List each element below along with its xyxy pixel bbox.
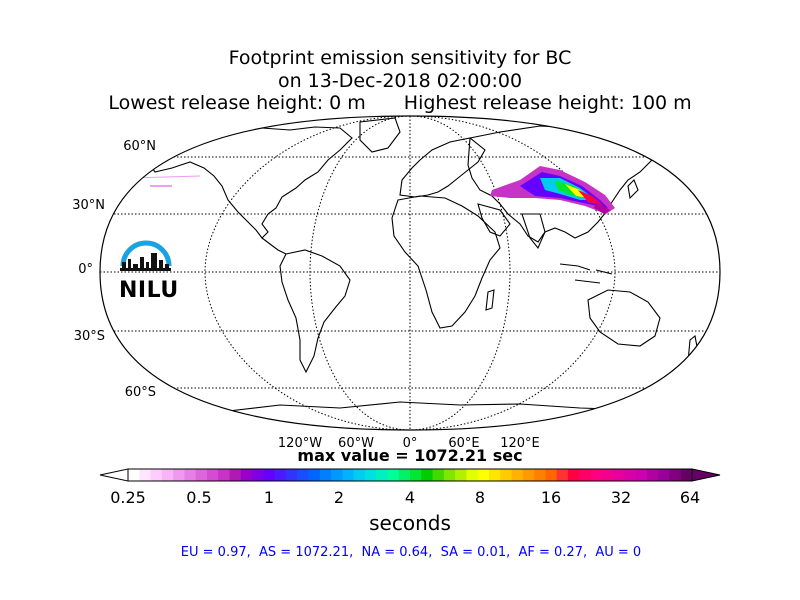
colorbar-segment bbox=[229, 469, 242, 481]
colorbar bbox=[99, 468, 721, 482]
chart-title-line1: Footprint emission sensitivity for BC bbox=[228, 47, 572, 69]
chart-title-line2: on 13-Dec-2018 02:00:00 bbox=[277, 70, 523, 92]
colorbar-segment bbox=[466, 469, 479, 481]
colorbar-tick: 0.5 bbox=[186, 488, 212, 507]
lowest-release-height: Lowest release height: 0 m bbox=[108, 92, 366, 114]
colorbar-segment bbox=[590, 469, 603, 481]
colorbar-segment bbox=[240, 469, 253, 481]
colorbar-segment bbox=[128, 469, 140, 481]
colorbar-segment bbox=[150, 469, 163, 481]
max-value-label: max value = 1072.21 sec bbox=[297, 446, 523, 465]
colorbar-segment bbox=[522, 469, 535, 481]
colorbar-segment bbox=[218, 469, 230, 481]
globe-outline bbox=[99, 115, 721, 431]
lat-label-60s: 60°S bbox=[124, 385, 156, 400]
colorbar-segment bbox=[161, 469, 174, 481]
colorbar-segment bbox=[421, 469, 433, 481]
colorbar-segment bbox=[579, 469, 591, 481]
colorbar-segment bbox=[331, 469, 343, 481]
colorbar-segment bbox=[545, 469, 558, 481]
meridian-gridlines bbox=[204, 116, 616, 430]
lon-label-120e: 120°E bbox=[500, 436, 540, 451]
colorbar-segment bbox=[342, 469, 354, 481]
colorbar-segment bbox=[353, 469, 366, 481]
lat-label-60n: 60°N bbox=[123, 139, 156, 154]
colorbar-segment bbox=[624, 469, 636, 481]
colorbar-segment bbox=[173, 469, 185, 481]
lon-label-60e: 60°E bbox=[448, 436, 480, 451]
emission-sensitivity-plume bbox=[129, 166, 615, 214]
colorbar-segment bbox=[500, 469, 512, 481]
colorbar-tick: 64 bbox=[679, 488, 701, 507]
colorbar-unit-label: seconds bbox=[369, 511, 451, 535]
colorbar-segment bbox=[556, 469, 569, 481]
colorbar-segment bbox=[274, 469, 287, 481]
colorbar-segment bbox=[376, 469, 388, 481]
colorbar-segment bbox=[613, 469, 625, 481]
colorbar-tick: 16 bbox=[540, 488, 562, 507]
colorbar-segment bbox=[635, 469, 648, 481]
lat-label-30s: 30°S bbox=[73, 329, 105, 344]
colorbar-tick: 4 bbox=[404, 488, 416, 507]
colorbar-segment bbox=[601, 469, 614, 481]
colorbar-segment bbox=[319, 469, 332, 481]
colorbar-segment bbox=[443, 469, 456, 481]
colorbar-segment bbox=[567, 469, 580, 481]
colorbar-segment bbox=[285, 469, 298, 481]
colorbar-tick: 0.25 bbox=[110, 488, 146, 507]
lat-label-equator: 0° bbox=[78, 262, 93, 277]
colorbar-segment bbox=[477, 469, 490, 481]
colorbar-segment bbox=[387, 469, 400, 481]
nilu-logo-icon bbox=[120, 240, 172, 271]
colorbar-segment bbox=[297, 469, 309, 481]
colorbar-tick: 2 bbox=[333, 488, 345, 507]
colorbar-segment bbox=[680, 469, 693, 481]
colorbar-segment bbox=[455, 469, 467, 481]
colorbar-segment bbox=[139, 469, 151, 481]
colorbar-tick: 1 bbox=[263, 488, 275, 507]
colorbar-segment bbox=[398, 469, 411, 481]
parallel-gridlines bbox=[100, 156, 720, 389]
colorbar-segment bbox=[206, 469, 219, 481]
colorbar-segment bbox=[308, 469, 321, 481]
highest-release-height: Highest release height: 100 m bbox=[403, 92, 692, 114]
colorbar-segment bbox=[252, 469, 264, 481]
colorbar-segment bbox=[534, 469, 546, 481]
colorbar-segment bbox=[669, 469, 682, 481]
coastlines bbox=[149, 117, 699, 419]
colorbar-segment bbox=[646, 469, 659, 481]
colorbar-segment bbox=[263, 469, 276, 481]
lat-label-30n: 30°N bbox=[72, 198, 105, 213]
region-summary-footer: EU = 0.97, AS = 1072.21, NA = 0.64, SA =… bbox=[180, 545, 642, 560]
colorbar-segment bbox=[488, 469, 501, 481]
colorbar-segment bbox=[195, 469, 208, 481]
colorbar-tick: 32 bbox=[610, 488, 632, 507]
lon-label-0: 0° bbox=[402, 436, 418, 451]
colorbar-segment bbox=[364, 469, 377, 481]
nilu-logo-text: NILU bbox=[119, 278, 179, 303]
colorbar-segment bbox=[658, 469, 670, 481]
colorbar-tick: 8 bbox=[474, 488, 486, 507]
colorbar-segment bbox=[432, 469, 445, 481]
colorbar-segment bbox=[511, 469, 524, 481]
lon-label-60w: 60°W bbox=[338, 436, 374, 451]
colorbar-segment bbox=[410, 469, 422, 481]
chart-title-line3: Lowest release height: 0 m Highest releas… bbox=[0, 92, 800, 115]
lon-label-120w: 120°W bbox=[277, 436, 323, 451]
colorbar-segment bbox=[184, 469, 197, 481]
